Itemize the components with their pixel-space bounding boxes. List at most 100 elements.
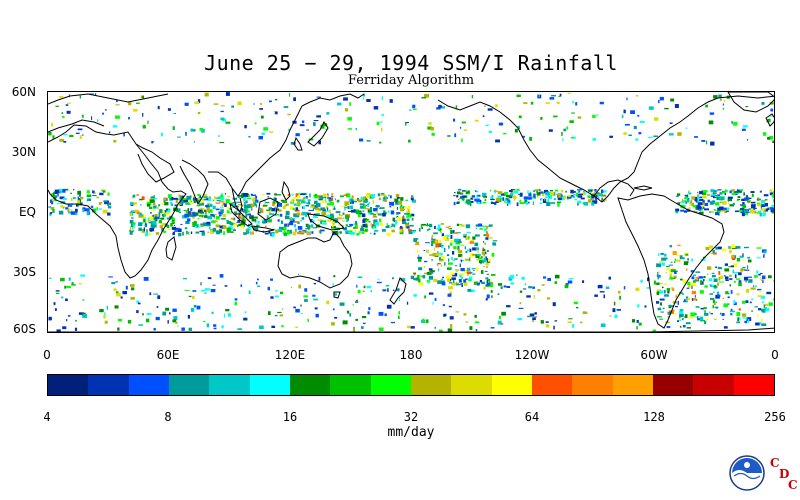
rain-cell — [724, 263, 728, 266]
rain-cell — [448, 245, 450, 249]
rain-cell — [720, 275, 724, 279]
rain-cell — [173, 316, 178, 320]
rain-cell — [464, 270, 468, 273]
rain-cell — [101, 189, 104, 192]
rain-cell — [179, 199, 183, 204]
colorbar-swatch — [612, 375, 653, 395]
rain-cell — [635, 138, 639, 141]
rain-cell — [456, 270, 458, 273]
rain-cell — [657, 276, 659, 280]
rain-cell — [248, 135, 251, 138]
rain-cell — [677, 244, 681, 247]
rain-cell — [283, 232, 288, 236]
rain-cell — [559, 93, 562, 97]
rain-cell — [704, 320, 707, 325]
rain-cell — [421, 227, 423, 229]
rain-cell — [460, 244, 465, 246]
rain-cell — [372, 200, 375, 204]
rain-cell — [747, 139, 749, 141]
rain-cell — [242, 216, 245, 220]
rain-cell — [159, 209, 163, 213]
rain-cell — [171, 197, 174, 201]
rain-cell — [103, 315, 106, 319]
rain-cell — [592, 138, 596, 141]
rain-cell — [528, 193, 532, 197]
rain-cell — [376, 205, 379, 208]
rain-cell — [440, 229, 443, 232]
rain-cell — [503, 192, 509, 195]
rain-cell — [490, 198, 495, 201]
colorbar-tick-256: 256 — [764, 410, 786, 424]
rain-cell — [555, 189, 559, 192]
rain-cell — [338, 214, 343, 217]
rain-cell — [270, 278, 273, 281]
rain-cell — [683, 299, 686, 302]
rain-cell — [759, 190, 762, 193]
rain-cell — [130, 202, 134, 205]
lon-label-180: 180 — [399, 348, 423, 362]
rain-cell — [394, 198, 399, 203]
rain-cell — [193, 200, 196, 204]
rain-cell — [747, 318, 750, 323]
rain-cell — [490, 290, 493, 293]
rain-cell — [449, 316, 454, 320]
rain-cell — [470, 201, 474, 203]
rain-cell — [384, 313, 387, 317]
colorbar-swatch — [48, 375, 89, 395]
rain-cell — [664, 253, 667, 257]
coastline-tasmania — [333, 291, 341, 299]
rain-cell — [206, 209, 208, 212]
rain-cell — [724, 268, 730, 272]
rain-cell — [621, 114, 624, 119]
rain-cell — [763, 303, 768, 306]
rain-cell — [200, 224, 204, 228]
rain-cell — [751, 204, 756, 209]
rain-cell — [709, 201, 714, 205]
rain-cell — [754, 306, 758, 308]
rain-cell — [587, 199, 592, 203]
rain-cell — [570, 194, 574, 197]
rain-cell — [153, 195, 155, 197]
rain-cell — [673, 275, 677, 279]
rain-cell — [51, 200, 54, 205]
rain-cell — [314, 193, 317, 197]
rain-cell — [139, 212, 143, 217]
rain-cell — [192, 213, 197, 217]
rain-cell — [218, 229, 222, 233]
rain-cell — [710, 313, 713, 315]
rain-cell — [438, 268, 440, 272]
rain-cell — [55, 308, 57, 311]
rain-cell — [60, 277, 65, 282]
rain-cell — [570, 189, 574, 194]
rain-cell — [699, 211, 704, 215]
rain-cell — [764, 209, 768, 212]
rain-cell — [359, 138, 364, 142]
rain-cell — [390, 195, 392, 199]
rain-cell — [623, 286, 626, 290]
rain-cell — [296, 199, 302, 202]
rain-cell — [509, 190, 512, 193]
rain-cell — [506, 305, 511, 308]
rain-cell — [596, 114, 598, 117]
rain-cell — [669, 268, 673, 273]
rain-cell — [133, 204, 136, 206]
rain-cell — [334, 198, 336, 201]
rain-cell — [771, 204, 774, 208]
rain-cell — [82, 209, 85, 213]
rain-cell — [237, 224, 239, 228]
rain-cell — [211, 311, 214, 314]
rain-cell — [470, 197, 473, 200]
rain-cell — [567, 92, 571, 94]
rain-cell — [313, 214, 317, 218]
rain-cell — [448, 262, 453, 265]
rain-cell — [447, 293, 452, 297]
rain-cell — [186, 231, 190, 235]
rain-cell — [520, 202, 525, 205]
rain-cell — [717, 189, 722, 191]
rain-cell — [662, 286, 664, 289]
rain-cell — [213, 217, 215, 219]
rain-cell — [510, 193, 514, 197]
rain-cell — [153, 293, 158, 295]
rain-cell — [636, 320, 639, 323]
rain-cell — [657, 307, 662, 311]
